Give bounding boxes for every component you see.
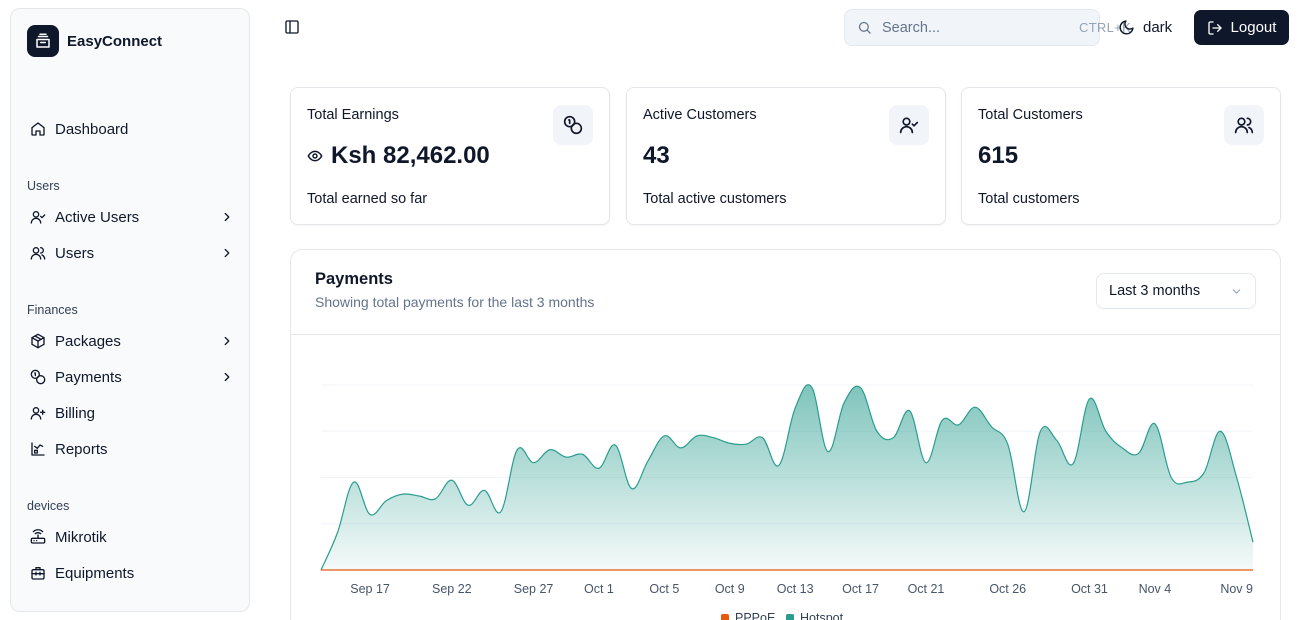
brand-name: EasyConnect	[67, 32, 163, 50]
sidebar-item-payments[interactable]: Payments	[27, 362, 235, 392]
sidebar-item-equipments[interactable]: Equipments	[27, 558, 235, 588]
search-input[interactable]	[882, 19, 1069, 36]
coins-icon	[29, 368, 47, 386]
sidebar-item-label: Billing	[55, 404, 96, 422]
sidebar-item-users[interactable]: Users	[27, 238, 235, 268]
hotspot-line	[320, 384, 1254, 571]
sidebar-group-devices: devices	[27, 499, 70, 513]
sidebar: EasyConnect Dashboard Users Active Users…	[10, 8, 250, 612]
user-plus-icon	[29, 404, 47, 422]
card-value: 615	[978, 142, 1019, 169]
earnings-value: Ksh 82,462.00	[331, 142, 490, 169]
sidebar-item-reports[interactable]: Reports	[27, 434, 235, 464]
chart-icon	[29, 440, 47, 458]
range-select[interactable]: Last 3 months	[1096, 273, 1256, 309]
theme-toggle-button[interactable]: dark	[1118, 13, 1172, 41]
brand[interactable]: EasyConnect	[27, 25, 162, 57]
panel-left-icon	[285, 20, 299, 34]
card-title: Total Customers	[978, 107, 1083, 123]
x-tick-label: Oct 21	[908, 582, 945, 596]
legend-swatch	[721, 614, 729, 620]
logout-icon	[1207, 20, 1223, 36]
sidebar-item-label: Active Users	[55, 208, 140, 226]
card-value: Ksh 82,462.00	[307, 142, 490, 170]
package-icon	[29, 332, 47, 350]
total-customers-card: Total Customers 615 Total customers	[961, 87, 1281, 225]
card-description: Total active customers	[643, 191, 787, 207]
x-tick-label: Oct 5	[649, 582, 679, 596]
legend-label: Hotspot	[800, 611, 844, 620]
chevron-right-icon	[219, 369, 235, 385]
sidebar-item-label: Dashboard	[55, 120, 129, 138]
card-title: Total Earnings	[307, 107, 399, 123]
card-description: Total customers	[978, 191, 1080, 207]
x-tick-label: Nov 4	[1139, 582, 1172, 596]
search-shortcut: CTRL+K	[1079, 20, 1132, 35]
sidebar-item-billing[interactable]: Billing	[27, 398, 235, 428]
payments-chart: Sep 17 Sep 22 Sep 27 Oct 1 Oct 5 Oct 9 Oct 13 O…	[320, 384, 1254, 620]
users-icon	[1224, 105, 1264, 145]
x-tick-label: Sep 27	[514, 582, 554, 596]
x-tick-label: Oct 31	[1071, 582, 1108, 596]
eye-icon[interactable]	[307, 148, 323, 164]
x-tick-label: Oct 9	[715, 582, 745, 596]
chevron-right-icon	[219, 333, 235, 349]
x-tick-label: Oct 1	[584, 582, 614, 596]
x-tick-label: Oct 26	[989, 582, 1026, 596]
sidebar-group-finances: Finances	[27, 303, 78, 317]
sidebar-item-label: Packages	[55, 332, 121, 350]
chevron-right-icon	[219, 245, 235, 261]
router-icon	[29, 528, 47, 546]
card-description: Total earned so far	[307, 191, 428, 207]
user-check-icon	[889, 105, 929, 145]
x-tick-label: Nov 9	[1220, 582, 1253, 596]
chevron-down-icon	[1230, 285, 1243, 298]
toolbox-icon	[29, 564, 47, 582]
users-icon	[29, 244, 47, 262]
x-tick-label: Sep 22	[432, 582, 472, 596]
hotspot-area	[321, 384, 1253, 570]
x-tick-label: Sep 17	[350, 582, 390, 596]
total-earnings-card: Total Earnings Ksh 82,462.00 Total earne…	[290, 87, 610, 225]
x-tick-label: Oct 13	[777, 582, 814, 596]
payments-card: Payments Showing total payments for the …	[290, 249, 1281, 620]
sidebar-toggle-button[interactable]	[281, 16, 303, 38]
payments-header: Payments Showing total payments for the …	[291, 250, 1280, 335]
active-customers-card: Active Customers 43 Total active custome…	[626, 87, 946, 225]
moon-icon	[1118, 19, 1135, 36]
sidebar-item-label: Reports	[55, 440, 108, 458]
sidebar-group-users: Users	[27, 179, 60, 193]
theme-label: dark	[1143, 18, 1173, 36]
card-value: 43	[643, 142, 670, 169]
home-icon	[29, 120, 47, 138]
sidebar-item-packages[interactable]: Packages	[27, 326, 235, 356]
payments-subtitle: Showing total payments for the last 3 mo…	[315, 294, 595, 310]
sidebar-item-mikrotik[interactable]: Mikrotik	[27, 522, 235, 552]
legend-label: PPPoE	[735, 611, 775, 620]
sidebar-item-active-users[interactable]: Active Users	[27, 202, 235, 232]
legend-swatch	[786, 614, 794, 620]
coins-icon	[553, 105, 593, 145]
user-check-icon	[29, 208, 47, 226]
logo-icon	[27, 25, 59, 57]
search-bar[interactable]: CTRL+K	[844, 9, 1131, 46]
sidebar-item-label: Mikrotik	[55, 528, 107, 546]
chevron-right-icon	[219, 209, 235, 225]
payments-title: Payments	[315, 270, 393, 288]
x-tick-label: Oct 17	[842, 582, 879, 596]
logout-button[interactable]: Logout	[1194, 10, 1289, 45]
sidebar-item-label: Equipments	[55, 564, 135, 582]
search-icon	[857, 20, 872, 35]
range-select-value: Last 3 months	[1109, 283, 1201, 299]
sidebar-item-label: Payments	[55, 368, 122, 386]
logout-label: Logout	[1230, 19, 1277, 36]
sidebar-item-dashboard[interactable]: Dashboard	[27, 114, 235, 144]
sidebar-item-label: Users	[55, 244, 95, 262]
card-title: Active Customers	[643, 107, 757, 123]
